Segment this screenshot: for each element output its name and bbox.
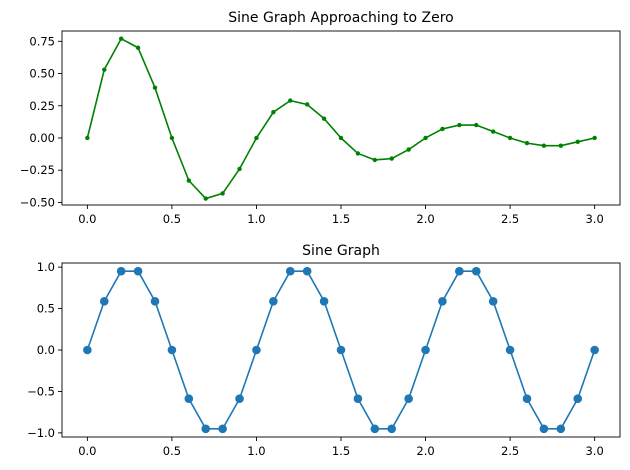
- top-x-tick-label: 1.0: [247, 212, 265, 226]
- bottom-data-point: [285, 266, 295, 276]
- bottom-y-tick-label: 0.0: [37, 343, 55, 357]
- top-data-point: [541, 143, 547, 148]
- bottom-data-point: [488, 296, 498, 306]
- top-chart-title: Sine Graph Approaching to Zero: [228, 10, 453, 26]
- top-subplot: Sine Graph Approaching to Zero 0.0 0.5 1.0 1…: [20, 10, 621, 226]
- bottom-data-point: [505, 345, 515, 355]
- bottom-x-tick-label: 3.0: [585, 444, 603, 458]
- top-series-line: [86, 37, 595, 200]
- top-data-point: [406, 147, 411, 152]
- bottom-data-point: [471, 266, 481, 276]
- top-y-tick-label: −0.50: [20, 195, 55, 209]
- top-data-point: [457, 122, 462, 128]
- bottom-x-tick-label: 0.5: [163, 444, 181, 458]
- top-y-tick-label: 0.50: [29, 67, 55, 81]
- bottom-x-tick-label: 0.0: [78, 444, 96, 458]
- bottom-y-tick-label: −1.0: [27, 426, 55, 440]
- top-data-point: [85, 135, 90, 141]
- top-axes-frame: [61, 30, 621, 206]
- top-x-tick-label: 2.0: [416, 212, 434, 226]
- top-data-point: [524, 140, 530, 146]
- top-data-point: [237, 166, 242, 172]
- top-data-point: [507, 135, 513, 141]
- top-data-point: [321, 116, 327, 121]
- bottom-data-point: [370, 424, 380, 434]
- bottom-data-point: [319, 296, 329, 306]
- top-data-point: [372, 157, 378, 163]
- top-data-point: [203, 196, 208, 201]
- top-data-point: [271, 110, 276, 115]
- top-data-point: [389, 156, 394, 161]
- bottom-data-point: [252, 345, 261, 355]
- top-data-point: [288, 98, 293, 103]
- bottom-chart-title: Sine Graph: [302, 243, 380, 259]
- top-y-tick-label: 0.00: [29, 131, 55, 145]
- top-data-point: [254, 135, 259, 141]
- bottom-y-tick-label: −0.5: [27, 384, 55, 398]
- bottom-data-point: [83, 345, 92, 355]
- bottom-data-point: [573, 394, 583, 404]
- top-data-point: [186, 178, 192, 183]
- bottom-data-point: [590, 345, 599, 355]
- bottom-data-point: [302, 266, 312, 276]
- bottom-data-point: [133, 266, 143, 276]
- bottom-x-tick-label: 1.0: [247, 444, 265, 458]
- top-data-point: [423, 135, 428, 141]
- bottom-data-point: [235, 394, 244, 404]
- top-y-tick-label: 0.75: [29, 34, 55, 48]
- bottom-data-point: [99, 296, 109, 306]
- bottom-data-point: [150, 296, 160, 306]
- bottom-data-point: [184, 394, 194, 404]
- bottom-data-point: [269, 296, 278, 306]
- bottom-data-point: [455, 266, 464, 276]
- top-y-tick-label: 0.25: [29, 99, 55, 113]
- bottom-data-point: [522, 394, 532, 404]
- bottom-data-point: [116, 266, 126, 276]
- bottom-y-tick-label: 1.0: [37, 260, 55, 274]
- top-y-tick-label: −0.25: [20, 163, 55, 177]
- bottom-data-point: [336, 345, 346, 355]
- bottom-data-point: [201, 424, 211, 434]
- top-x-tick-label: 0.0: [78, 212, 96, 226]
- top-data-point: [304, 102, 310, 107]
- bottom-data-point: [353, 394, 363, 404]
- bottom-data-point: [556, 424, 566, 434]
- top-data-point: [592, 135, 597, 141]
- top-data-point: [474, 122, 479, 128]
- top-data-point: [558, 143, 564, 148]
- top-data-point: [355, 151, 361, 156]
- top-data-point: [135, 45, 141, 50]
- bottom-subplot: Sine Graph 0.0 0.5 1.0 1.5 2.0 2.5 3.0 −1.0 −0.5 0…: [27, 243, 621, 458]
- top-data-point: [220, 191, 225, 196]
- bottom-x-tick-label: 1.5: [332, 444, 350, 458]
- bottom-data-point: [404, 394, 413, 404]
- top-data-point: [169, 135, 175, 141]
- top-data-point: [575, 139, 580, 145]
- bottom-data-point: [539, 424, 549, 434]
- top-x-tick-label: 2.5: [501, 212, 519, 226]
- top-x-tick-label: 1.5: [332, 212, 350, 226]
- bottom-data-point: [387, 424, 397, 434]
- top-data-point: [152, 85, 158, 90]
- bottom-data-point: [218, 424, 227, 434]
- top-x-tick-label: 0.5: [163, 212, 181, 226]
- bottom-x-tick-label: 2.0: [416, 444, 434, 458]
- bottom-x-tick-label: 2.5: [501, 444, 519, 458]
- top-data-point: [490, 129, 496, 134]
- top-data-point: [440, 126, 445, 132]
- top-x-tick-label: 3.0: [585, 212, 603, 226]
- bottom-y-tick-label: 0.5: [37, 302, 55, 316]
- bottom-data-point: [438, 296, 447, 306]
- top-data-point: [338, 135, 344, 141]
- top-data-point: [102, 67, 107, 72]
- bottom-data-point: [421, 345, 430, 355]
- top-data-point: [118, 36, 124, 41]
- bottom-data-point: [167, 345, 177, 355]
